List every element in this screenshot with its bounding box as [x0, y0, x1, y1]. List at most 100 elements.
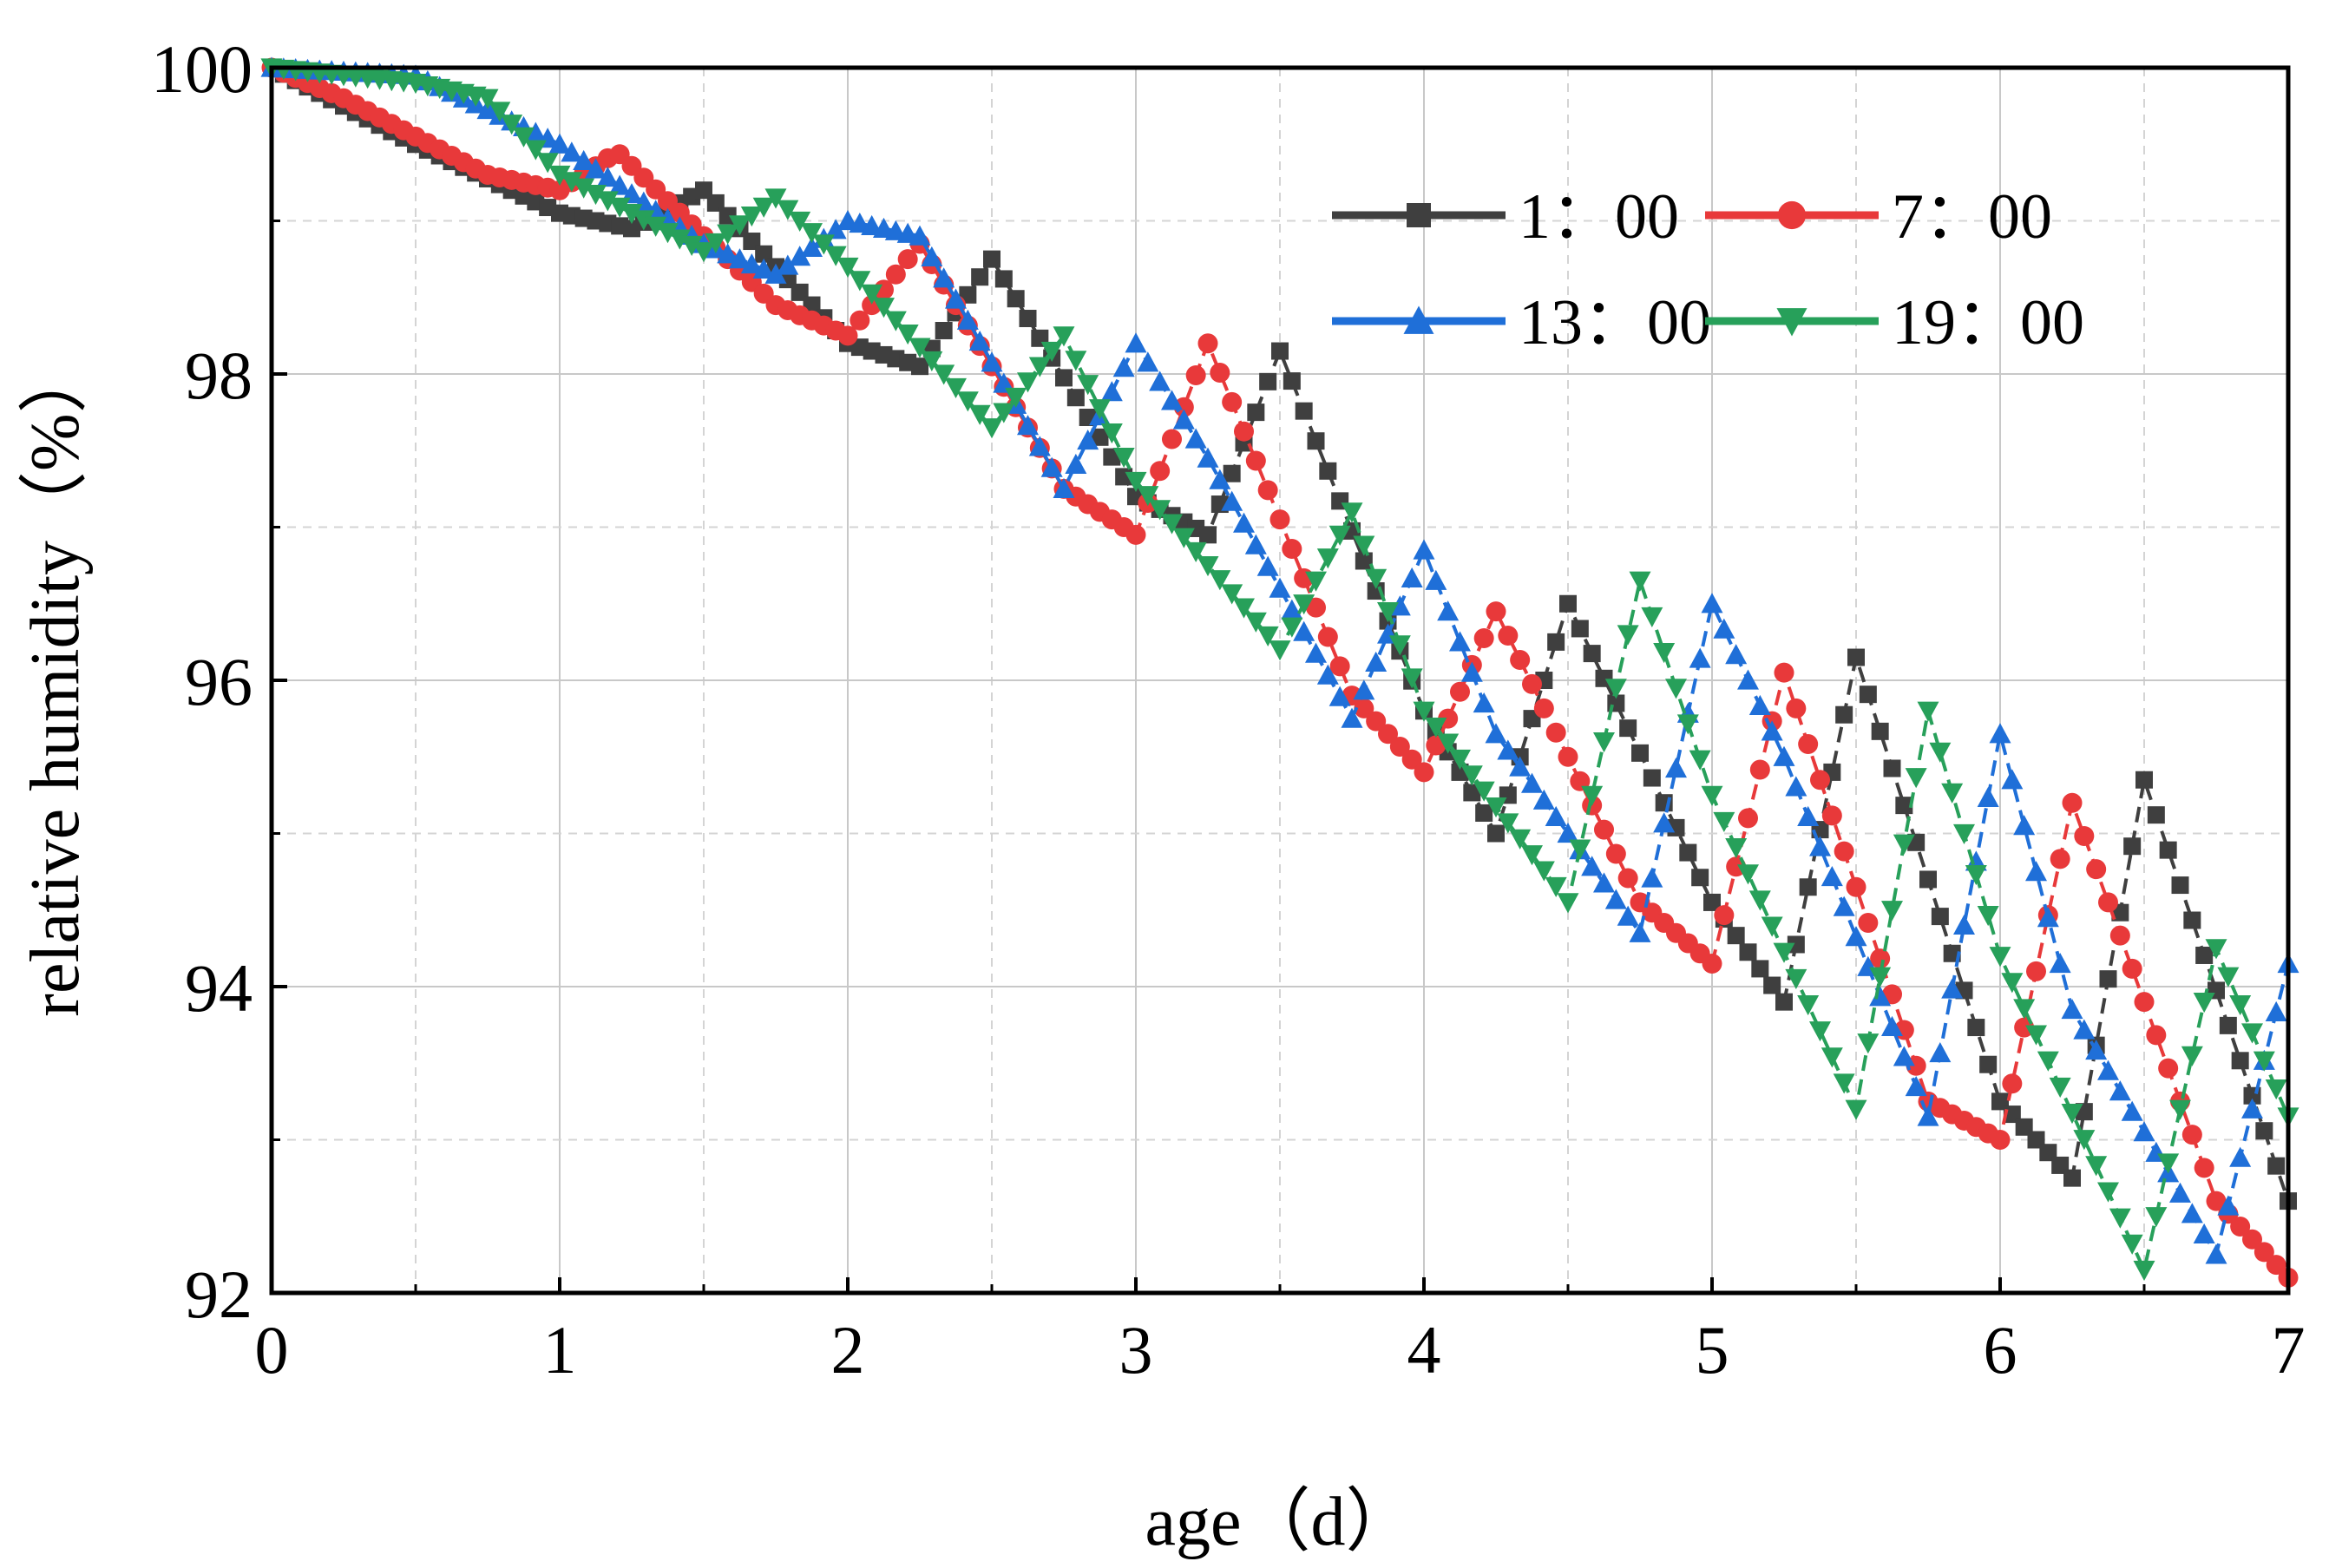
- data-point: [1233, 512, 1255, 533]
- data-point: [1234, 421, 1254, 442]
- data-point: [2193, 1223, 2215, 1243]
- data-point: [2037, 907, 2059, 928]
- data-point: [1269, 509, 1290, 530]
- data-point: [1473, 781, 1495, 802]
- data-point: [1341, 707, 1363, 728]
- data-point: [1751, 960, 1769, 978]
- data-point: [1809, 1021, 1831, 1042]
- data-point: [1498, 626, 1519, 646]
- data-point: [1161, 390, 1183, 410]
- data-point: [1775, 993, 1793, 1011]
- data-point: [1893, 834, 1915, 855]
- data-point: [1245, 450, 1266, 471]
- data-point: [1929, 742, 1952, 763]
- x-tick-label: 5: [1696, 1312, 1729, 1388]
- data-point: [1917, 701, 1939, 722]
- data-point: [1365, 651, 1388, 672]
- data-point: [1209, 570, 1231, 591]
- data-point: [1256, 626, 1279, 647]
- data-point: [2099, 970, 2117, 988]
- legend-label: 7：00: [1892, 181, 2052, 253]
- data-point: [2001, 973, 2024, 994]
- data-point: [740, 206, 763, 227]
- data-point: [561, 172, 583, 193]
- data-point: [1871, 722, 1889, 740]
- data-point: [884, 311, 907, 331]
- data-point: [1870, 948, 1891, 969]
- data-point: [1065, 351, 1087, 371]
- data-point: [2122, 958, 2142, 979]
- data-point: [1821, 805, 1842, 826]
- data-point: [1737, 864, 1759, 885]
- data-point: [1833, 1073, 1855, 1094]
- data-point: [2085, 1156, 2108, 1177]
- data-point: [2205, 939, 2227, 960]
- data-point: [489, 102, 511, 122]
- data-point: [1941, 783, 1964, 804]
- data-point: [2013, 815, 2036, 836]
- data-point: [2217, 967, 2240, 987]
- data-point: [1691, 869, 1709, 887]
- data-point: [2063, 1169, 2081, 1187]
- data-point: [1486, 601, 1506, 622]
- data-point: [1425, 718, 1447, 738]
- data-point: [1774, 662, 1794, 683]
- data-point: [1919, 870, 1937, 889]
- data-point: [1905, 1075, 1927, 1097]
- data-point: [1197, 333, 1218, 354]
- legend-swatch-marker: [1403, 305, 1434, 334]
- data-point: [909, 225, 931, 246]
- data-point: [1990, 1130, 2011, 1150]
- data-point: [2061, 998, 2083, 1020]
- data-point: [2146, 1025, 2167, 1046]
- data-point: [2183, 911, 2201, 929]
- data-point: [968, 330, 991, 351]
- data-point: [1319, 462, 1337, 480]
- data-point: [1293, 594, 1315, 615]
- data-point: [2230, 1217, 2251, 1237]
- x-tick-label: 1: [543, 1312, 577, 1388]
- data-point: [2073, 1019, 2096, 1040]
- data-point: [1739, 943, 1757, 961]
- data-point: [1077, 429, 1099, 450]
- data-point: [1125, 471, 1147, 493]
- data-point: [1749, 759, 1770, 780]
- data-point: [1401, 567, 1423, 587]
- data-point: [1845, 926, 1867, 947]
- data-point: [1100, 423, 1123, 444]
- data-point: [945, 377, 967, 398]
- data-point: [1727, 927, 1745, 945]
- data-point: [1475, 804, 1493, 822]
- data-point: [1604, 889, 1627, 909]
- x-tick-label: 0: [255, 1312, 289, 1388]
- data-point: [956, 391, 979, 412]
- data-point: [1835, 705, 1853, 724]
- data-point: [692, 242, 715, 263]
- data-point: [2157, 1153, 2180, 1174]
- data-point: [1834, 841, 1854, 862]
- data-point: [1197, 556, 1219, 577]
- data-point: [1594, 819, 1614, 840]
- data-point: [633, 210, 655, 231]
- data-point: [1100, 381, 1123, 402]
- data-point: [1040, 341, 1063, 363]
- data-point: [2241, 1098, 2263, 1119]
- data-point: [1473, 692, 1495, 713]
- data-point: [1833, 896, 1855, 916]
- data-point: [1256, 555, 1279, 576]
- y-axis-title: relative humidity（%）: [17, 344, 94, 1016]
- data-point: [1388, 635, 1411, 656]
- data-point: [2086, 859, 2107, 880]
- data-point: [1967, 1019, 1985, 1037]
- data-point: [2145, 1207, 2168, 1228]
- data-point: [596, 191, 619, 212]
- data-point: [513, 127, 535, 148]
- data-point: [1221, 490, 1243, 511]
- data-point: [1679, 843, 1697, 862]
- legend-item: 19：00: [1705, 287, 2084, 358]
- data-point: [1965, 864, 1987, 886]
- data-point: [2193, 993, 2215, 1014]
- data-point: [1941, 978, 1964, 999]
- data-point: [1172, 528, 1195, 548]
